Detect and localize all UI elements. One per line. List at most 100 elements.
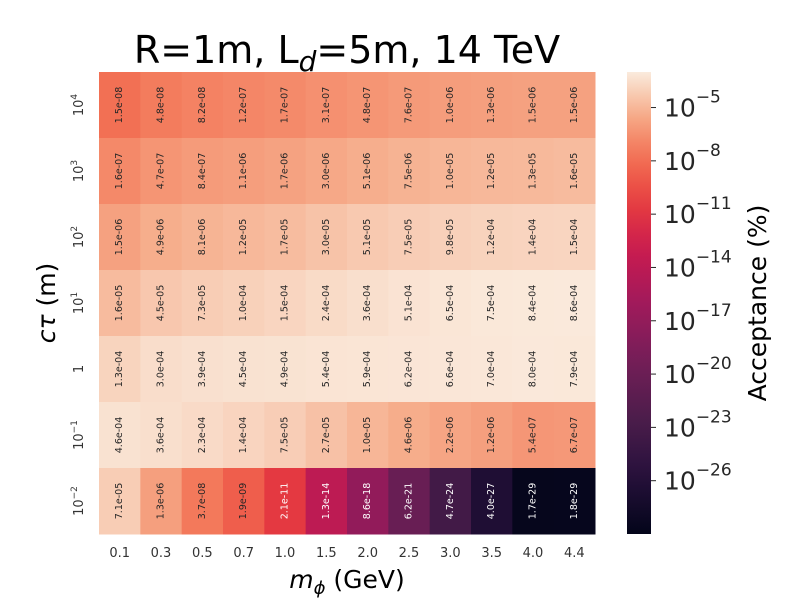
- cell-value-label: 1.3e-06: [486, 87, 497, 123]
- heatmap-cell: [347, 402, 389, 469]
- heatmap-cell: [388, 468, 431, 535]
- cell-value-label: 1.7e-29: [528, 483, 539, 519]
- heatmap-cell: [264, 72, 307, 139]
- heatmap-cell: [223, 270, 265, 337]
- cell-value-label: 4.6e-06: [404, 417, 415, 453]
- y-tick-label: 103: [70, 160, 87, 182]
- heatmap-cell: [181, 402, 224, 469]
- colorbar-tick-label: 10−11: [664, 194, 732, 229]
- x-tick-label: 4.0: [523, 546, 544, 561]
- heatmap-cell: [471, 138, 513, 205]
- cell-value-label: 1.5e-04: [569, 219, 580, 255]
- heatmap-cell: [553, 402, 596, 469]
- x-tick-label: 1.0: [275, 546, 296, 561]
- cell-value-label: 6.2e-21: [404, 483, 415, 519]
- heatmap-cell: [471, 270, 513, 337]
- heatmap-cell: [512, 336, 555, 403]
- y-tick-label: 101: [70, 292, 87, 314]
- x-tick-labels: 0.1 0.3 0.5 0.7 1.0 1.5 2.0 2.5 3.0 3.5 4.0 4.4: [109, 546, 584, 561]
- colorbar-tick-label: 10−17: [664, 301, 732, 336]
- cell-value-label: 6.6e-04: [445, 351, 456, 387]
- cell-value-label: 3.9e-04: [197, 351, 208, 387]
- y-tick-label: 10−2: [70, 486, 87, 516]
- heatmap-cell: [223, 204, 265, 271]
- colorbar-tick-label: 10−14: [664, 247, 732, 282]
- cell-value-label: 5.9e-04: [362, 351, 373, 387]
- heatmap-cell: [305, 402, 348, 469]
- heatmap-cell: [429, 468, 472, 535]
- cell-value-label: 7.5e-05: [404, 219, 415, 255]
- cell-value-label: 1.0e-06: [445, 87, 456, 123]
- x-tick-label: 2.0: [357, 546, 378, 561]
- cell-value-label: 5.1e-04: [404, 285, 415, 321]
- cell-value-label: 1.2e-05: [238, 219, 249, 255]
- heatmap-cell: [99, 138, 141, 205]
- cell-value-label: 1.6e-05: [569, 153, 580, 189]
- y-tick-label: 102: [70, 226, 87, 248]
- cell-value-label: 4.8e-08: [156, 87, 167, 123]
- cell-value-label: 1.4e-04: [238, 417, 249, 453]
- heatmap-cell: [429, 204, 472, 271]
- colorbar-tick-label: 10−26: [664, 461, 732, 496]
- heatmap-cell: [553, 72, 596, 139]
- cell-value-label: 4.7e-24: [445, 483, 456, 519]
- cell-value-label: 9.8e-05: [445, 219, 456, 255]
- cell-value-label: 1.3e-04: [114, 351, 125, 387]
- heatmap-cell: [140, 468, 183, 535]
- cell-value-label: 8.6e-04: [569, 285, 580, 321]
- cell-value-label: 7.0e-04: [486, 351, 497, 387]
- cell-value-label: 1.5e-06: [528, 87, 539, 123]
- cell-value-label: 6.5e-04: [445, 285, 456, 321]
- cell-value-label: 1.7e-06: [280, 153, 291, 189]
- cell-value-label: 7.3e-05: [197, 285, 208, 321]
- y-axis-label: cτ (m): [32, 263, 61, 344]
- heatmap-cell: [264, 138, 307, 205]
- heatmap-cell: [388, 402, 431, 469]
- heatmap-cell: [223, 468, 265, 535]
- cell-value-label: 8.1e-06: [197, 219, 208, 255]
- cell-value-label: 1.8e-29: [569, 483, 580, 519]
- cell-value-label: 1.2e-07: [238, 87, 249, 123]
- heatmap-cell: [388, 138, 431, 205]
- heatmap-cell: [181, 72, 224, 139]
- cell-value-label: 1.3e-06: [156, 483, 167, 519]
- cell-value-label: 1.5e-08: [114, 87, 125, 123]
- cell-value-label: 1.7e-07: [280, 87, 291, 123]
- x-axis-label: mϕ (GeV): [289, 565, 405, 599]
- heatmap-cell: [429, 336, 472, 403]
- heatmap-cell: [347, 336, 389, 403]
- cell-value-label: 2.2e-06: [445, 417, 456, 453]
- x-tick-label: 4.4: [564, 546, 585, 561]
- heatmap-cell: [305, 336, 348, 403]
- cell-value-label: 2.1e-11: [280, 483, 291, 519]
- cell-value-label: 1.2e-04: [486, 219, 497, 255]
- heatmap-cell: [471, 402, 513, 469]
- y-tick-labels: 104 103 102 101 1 10−1 10−2: [70, 94, 87, 516]
- cell-value-label: 4.5e-04: [238, 351, 249, 387]
- x-tick-label: 3.0: [440, 546, 461, 561]
- cell-value-label: 1.6e-07: [114, 153, 125, 189]
- y-tick-label: 10−1: [70, 420, 87, 450]
- cell-value-label: 3.6e-04: [362, 285, 373, 321]
- cell-value-label: 2.7e-05: [321, 417, 332, 453]
- cell-value-label: 4.6e-04: [114, 417, 125, 453]
- cell-value-label: 7.9e-04: [569, 351, 580, 387]
- heatmap-cell: [264, 468, 307, 535]
- heatmap-cell: [471, 72, 513, 139]
- heatmap-cell: [305, 72, 348, 139]
- cell-value-label: 5.4e-04: [321, 351, 332, 387]
- cell-value-label: 5.1e-05: [362, 219, 373, 255]
- heatmap-cell: [99, 270, 141, 337]
- cell-value-label: 3.0e-05: [321, 219, 332, 255]
- heatmap-cell: [305, 204, 348, 271]
- cell-value-label: 4.5e-05: [156, 285, 167, 321]
- cell-value-label: 6.7e-07: [569, 417, 580, 453]
- cell-value-label: 6.2e-04: [404, 351, 415, 387]
- colorbar-label: Acceptance (%): [743, 205, 772, 402]
- heatmap-cell: [347, 468, 389, 535]
- x-tick-label: 2.5: [399, 546, 420, 561]
- cell-value-label: 3.1e-07: [321, 87, 332, 123]
- y-tick-label: 104: [70, 94, 87, 117]
- heatmap-cells: 1.5e-08 4.8e-08 8.2e-08 1.2e-07 1.7e-07 3.1e-…: [99, 72, 596, 535]
- heatmap-cell: [223, 138, 265, 205]
